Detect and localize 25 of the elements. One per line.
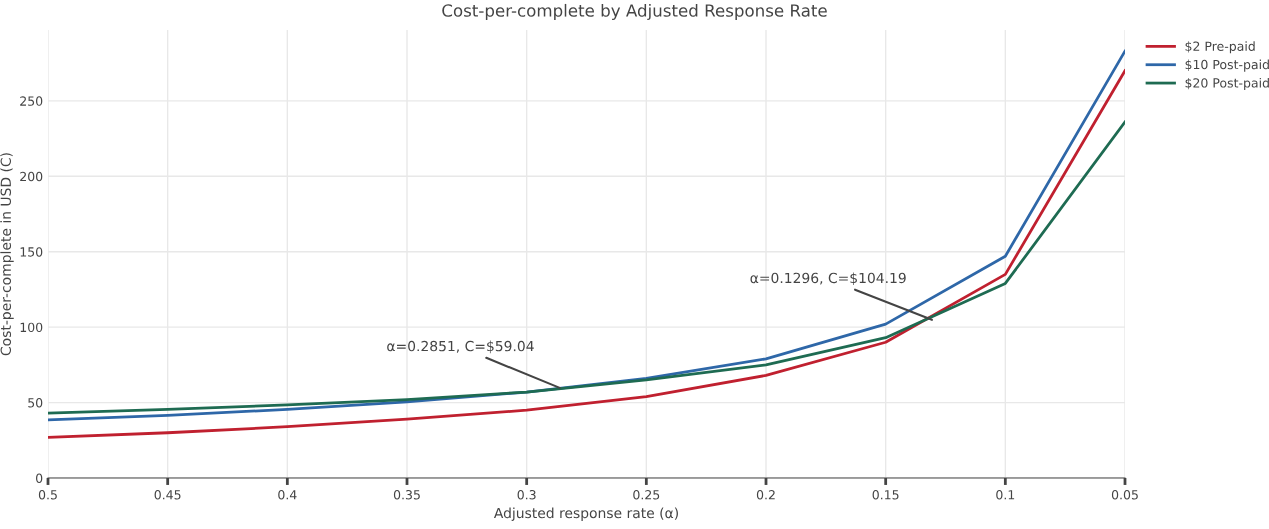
y-tick-label: 50 <box>28 398 43 408</box>
x-tick-label: 0.15 <box>872 490 899 500</box>
legend-label: $20 Post-paid <box>1185 77 1269 91</box>
y-tick-label: 100 <box>20 322 43 333</box>
y-tick-label: 250 <box>20 96 43 106</box>
x-tick-label: 0.25 <box>633 490 660 500</box>
y-tick-label: 0 <box>36 473 43 483</box>
x-axis-title: Adjusted response rate (α) <box>493 507 678 521</box>
annotation: α=0.2851, C=$59.04 <box>387 340 534 354</box>
x-tick-label: 0.2 <box>756 490 775 500</box>
line-series <box>48 120 1125 415</box>
annotation: α=0.1296, C=$104.19 <box>750 272 906 286</box>
legend-label: $2 Pre-paid <box>1185 41 1255 54</box>
x-tick-label: 0.1 <box>996 490 1015 500</box>
chart-title: Cost-per-complete by Adjusted Response Rate <box>442 3 827 21</box>
x-tick-label: 0.35 <box>393 490 420 500</box>
x-tick-label: 0.4 <box>278 490 297 500</box>
x-tick-label: 0.45 <box>154 490 181 500</box>
y-tick-label: 150 <box>20 247 43 257</box>
x-tick-label: 0.3 <box>517 490 536 500</box>
y-axis-title: Cost-per-complete in USD (C) <box>0 153 14 356</box>
legend-label: $10 Post-paid <box>1185 59 1269 72</box>
x-tick-label: 0.5 <box>38 490 57 500</box>
y-tick-label: 200 <box>20 171 43 182</box>
x-tick-label: 0.05 <box>1111 490 1138 500</box>
